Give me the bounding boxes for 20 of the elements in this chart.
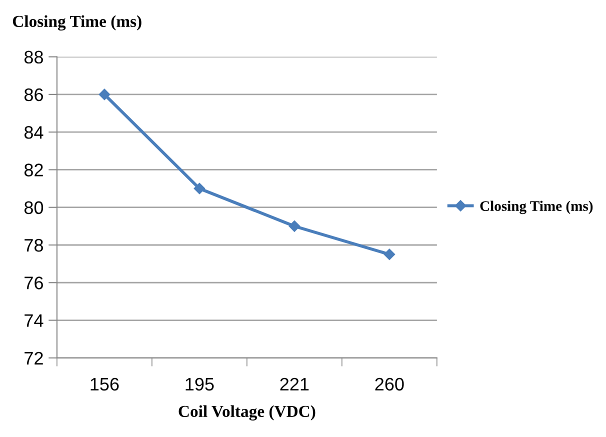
x-tick-label: 221	[280, 378, 309, 390]
y-tick-label: 88	[24, 50, 43, 64]
y-tick-label: 72	[24, 352, 43, 364]
y-tick-label: 76	[24, 276, 43, 290]
legend-label: Closing Time (ms)	[480, 200, 593, 214]
y-tick-label: 74	[24, 314, 44, 327]
y-axis-title: Closing Time (ms)	[12, 15, 142, 31]
y-tick-label: 78	[24, 238, 43, 252]
point	[384, 248, 396, 260]
x-tick-label: 156	[90, 378, 119, 391]
x-tick-label: 260	[375, 378, 404, 391]
x-tick-label: 195	[186, 378, 214, 391]
x-axis-title: Coil Voltage (VDC)	[178, 405, 316, 421]
point	[194, 182, 206, 194]
y-tick-label: 86	[24, 88, 43, 102]
point	[288, 220, 300, 232]
y-tick-label: 82	[24, 164, 43, 176]
y-tick-label: 84	[24, 126, 44, 139]
y-tick-label: 80	[24, 201, 44, 214]
point	[98, 88, 110, 100]
